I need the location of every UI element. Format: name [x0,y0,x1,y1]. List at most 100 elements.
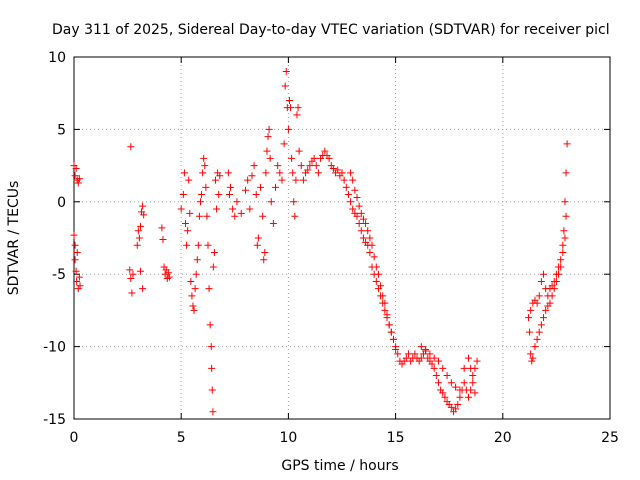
data-point [404,350,412,358]
data-point [527,306,535,314]
data-point [387,328,395,336]
y-tick-label: 10 [48,50,66,66]
data-point [353,193,361,201]
data-point [347,169,355,177]
data-point [430,354,438,362]
data-point [135,234,143,242]
data-point [207,343,215,351]
data-point [537,321,545,329]
data-point [133,241,141,249]
data-point [209,408,217,416]
data-point [559,248,567,256]
y-tick-label: 5 [57,122,66,138]
data-point [528,357,536,365]
data-point [381,299,389,307]
data-point [304,166,312,174]
data-point [128,289,136,297]
data-point [71,256,79,264]
data-point [127,143,135,151]
data-point [73,248,81,256]
x-tick-label: 0 [70,430,79,446]
data-point [290,198,298,206]
data-point [233,198,241,206]
data-point [195,212,203,220]
data-point [212,176,220,184]
data-point [366,248,374,256]
data-point [364,227,372,235]
data-point [187,277,195,285]
data-point [338,169,346,177]
data-point [368,241,376,249]
data-point [447,379,455,387]
data-point [206,321,214,329]
data-point [562,169,570,177]
data-point [394,350,402,358]
data-point [293,111,301,119]
data-point [370,253,378,261]
data-point [325,154,333,162]
data-point [347,198,355,206]
data-point [561,198,569,206]
data-point [164,269,172,277]
data-point [181,220,189,228]
data-point [265,125,273,133]
data-point [161,270,169,278]
data-point [71,241,79,249]
data-point [563,140,571,148]
data-point [555,263,563,271]
data-point [254,234,262,242]
data-point [203,212,211,220]
data-point [417,354,425,362]
data-point [129,270,137,278]
data-point [126,266,134,274]
data-point [381,306,389,314]
data-point [443,372,451,380]
data-point [460,379,468,387]
data-point [209,263,217,271]
data-point [262,169,270,177]
data-points [70,67,571,416]
data-point [292,176,300,184]
data-point [434,379,442,387]
data-point [542,306,550,314]
data-point [349,176,357,184]
data-point [432,372,440,380]
chart-title: Day 311 of 2025, Sidereal Day-to-day VTE… [52,22,610,38]
grid [74,57,610,419]
x-tick-label: 15 [387,430,405,446]
data-point [274,162,282,170]
data-point [165,273,173,281]
data-point [205,285,213,293]
data-point [185,176,193,184]
data-point [314,169,322,177]
data-point [525,314,533,322]
data-point [434,357,442,365]
data-point [180,169,188,177]
data-point [353,212,361,220]
data-point [357,209,365,217]
data-point [272,183,280,191]
data-point [208,386,216,394]
data-point [288,154,296,162]
data-point [76,282,84,290]
plot-frame [73,56,611,420]
data-point [75,273,83,281]
data-point [334,166,342,174]
data-point [456,393,464,401]
data-point [199,169,207,177]
data-point [190,306,198,314]
data-point [248,172,256,180]
data-point [71,172,79,180]
data-point [210,248,218,256]
data-point [456,386,464,394]
data-point [340,176,348,184]
data-point [402,354,410,362]
data-point [385,321,393,329]
data-point [72,267,80,275]
data-point [439,364,447,372]
data-point [295,147,303,155]
data-point [359,215,367,223]
data-point [389,335,397,343]
data-point [266,154,274,162]
data-point [550,277,558,285]
